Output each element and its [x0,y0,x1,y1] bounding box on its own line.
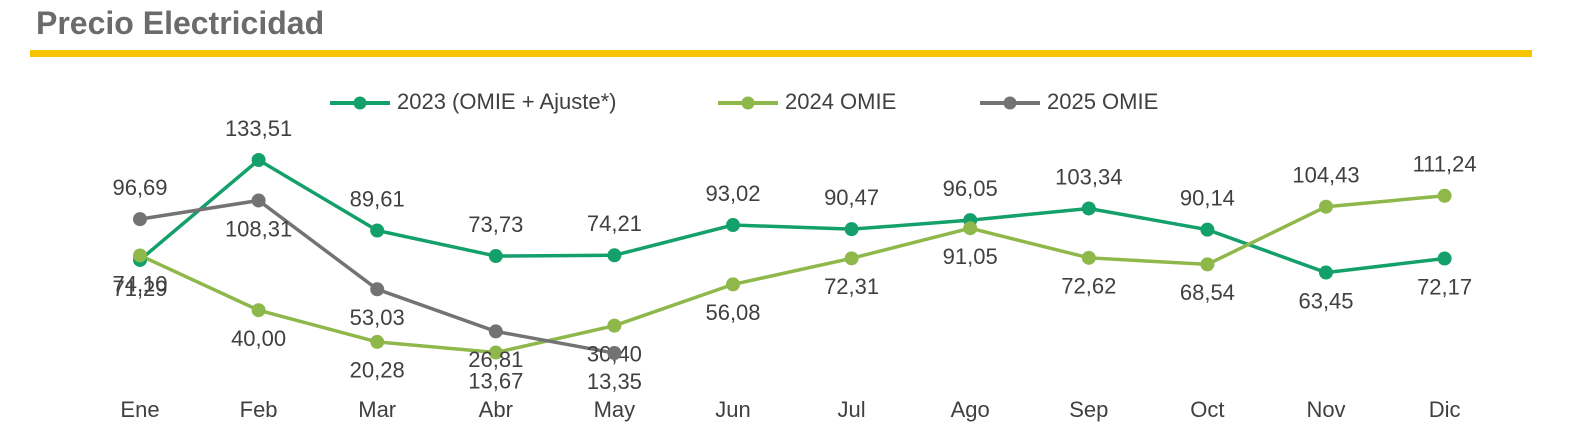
series-line [138,157,1445,275]
data-point [133,248,147,263]
data-label: 73,73 [468,212,523,237]
data-label: 111,24 [1413,152,1477,177]
data-point [607,248,622,263]
data-point [607,346,622,361]
legend-label: 2024 OMIE [785,89,896,114]
data-label: 72,62 [1061,274,1116,299]
data-point [251,303,266,318]
x-tick-label: Oct [1190,397,1224,422]
title-underline [30,50,1532,57]
x-tick-label: Feb [240,397,278,422]
data-label: 89,61 [350,186,405,211]
data-point [1081,201,1096,216]
legend-marker [1003,96,1017,110]
data-label: 72,17 [1417,274,1472,299]
legend-label: 2025 OMIE [1047,89,1158,114]
data-point [251,152,266,167]
chart-title: Precio Electricidad [36,5,324,41]
data-point [1319,265,1333,280]
data-label: 103,34 [1055,164,1122,189]
data-point [1437,188,1452,203]
data-label: 90,47 [824,185,879,210]
data-point [133,212,147,227]
data-point [1200,222,1215,237]
data-point [726,218,740,233]
data-label: 53,03 [350,305,405,330]
x-tick-label: Abr [479,397,513,422]
x-tick-label: Ene [120,397,159,422]
data-point [1200,257,1215,272]
data-label: 96,05 [943,176,998,201]
data-label: 104,43 [1292,163,1359,188]
data-label: 72,31 [824,274,879,299]
x-tick-label: May [594,397,636,422]
data-point [844,222,859,237]
data-label: 71,29 [112,276,167,301]
series-line [139,198,615,355]
data-point [1081,250,1096,265]
data-label: 96,69 [112,175,167,200]
data-point [844,251,859,266]
data-label: 26,81 [468,347,523,372]
data-label: 63,45 [1298,288,1353,313]
data-point [251,193,266,208]
data-point [607,318,622,333]
x-tick-label: Jun [715,397,750,422]
data-label: 13,35 [587,369,642,394]
data-label: 68,54 [1180,280,1235,305]
data-point [488,324,503,339]
data-label: 13,67 [468,368,523,393]
series-line [139,194,1445,355]
data-label: 93,02 [705,181,760,206]
data-point [488,249,503,264]
data-point [1319,199,1333,214]
data-label: 108,31 [225,216,292,241]
x-tick-label: Nov [1306,397,1345,422]
data-label: 91,05 [943,244,998,269]
data-point [726,277,740,292]
legend-marker [741,96,755,110]
x-tick-label: Jul [838,397,866,422]
x-tick-label: Sep [1069,397,1108,422]
data-point [370,223,385,238]
data-label: 56,08 [705,300,760,325]
data-point [370,282,385,297]
data-point [963,221,978,236]
data-label: 74,10 [112,271,167,296]
data-label: 20,28 [350,358,405,383]
data-point [488,345,503,360]
legend-marker [353,96,367,110]
data-label: 74,21 [587,211,642,236]
x-tick-label: Dic [1429,397,1461,422]
data-label: 90,14 [1180,185,1235,210]
x-tick-label: Mar [358,397,396,422]
data-point [370,334,385,349]
data-label: 40,00 [231,326,286,351]
legend-label: 2023 (OMIE + Ajuste*) [397,89,617,114]
data-label: 133,51 [225,116,292,141]
x-tick-label: Ago [951,397,990,422]
data-point [1437,251,1452,266]
